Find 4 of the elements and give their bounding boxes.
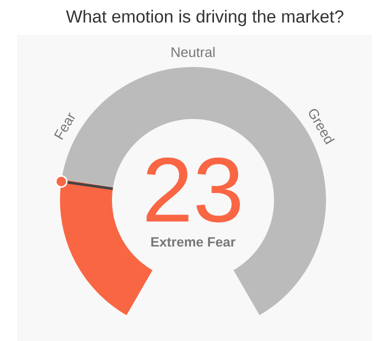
- data-label: 23: [146, 158, 240, 222]
- text: Extreme Fear: [151, 237, 236, 247]
- text: Neutral: [172, 46, 215, 58]
- chart-title: What emotion is driving the market?: [66, 10, 344, 26]
